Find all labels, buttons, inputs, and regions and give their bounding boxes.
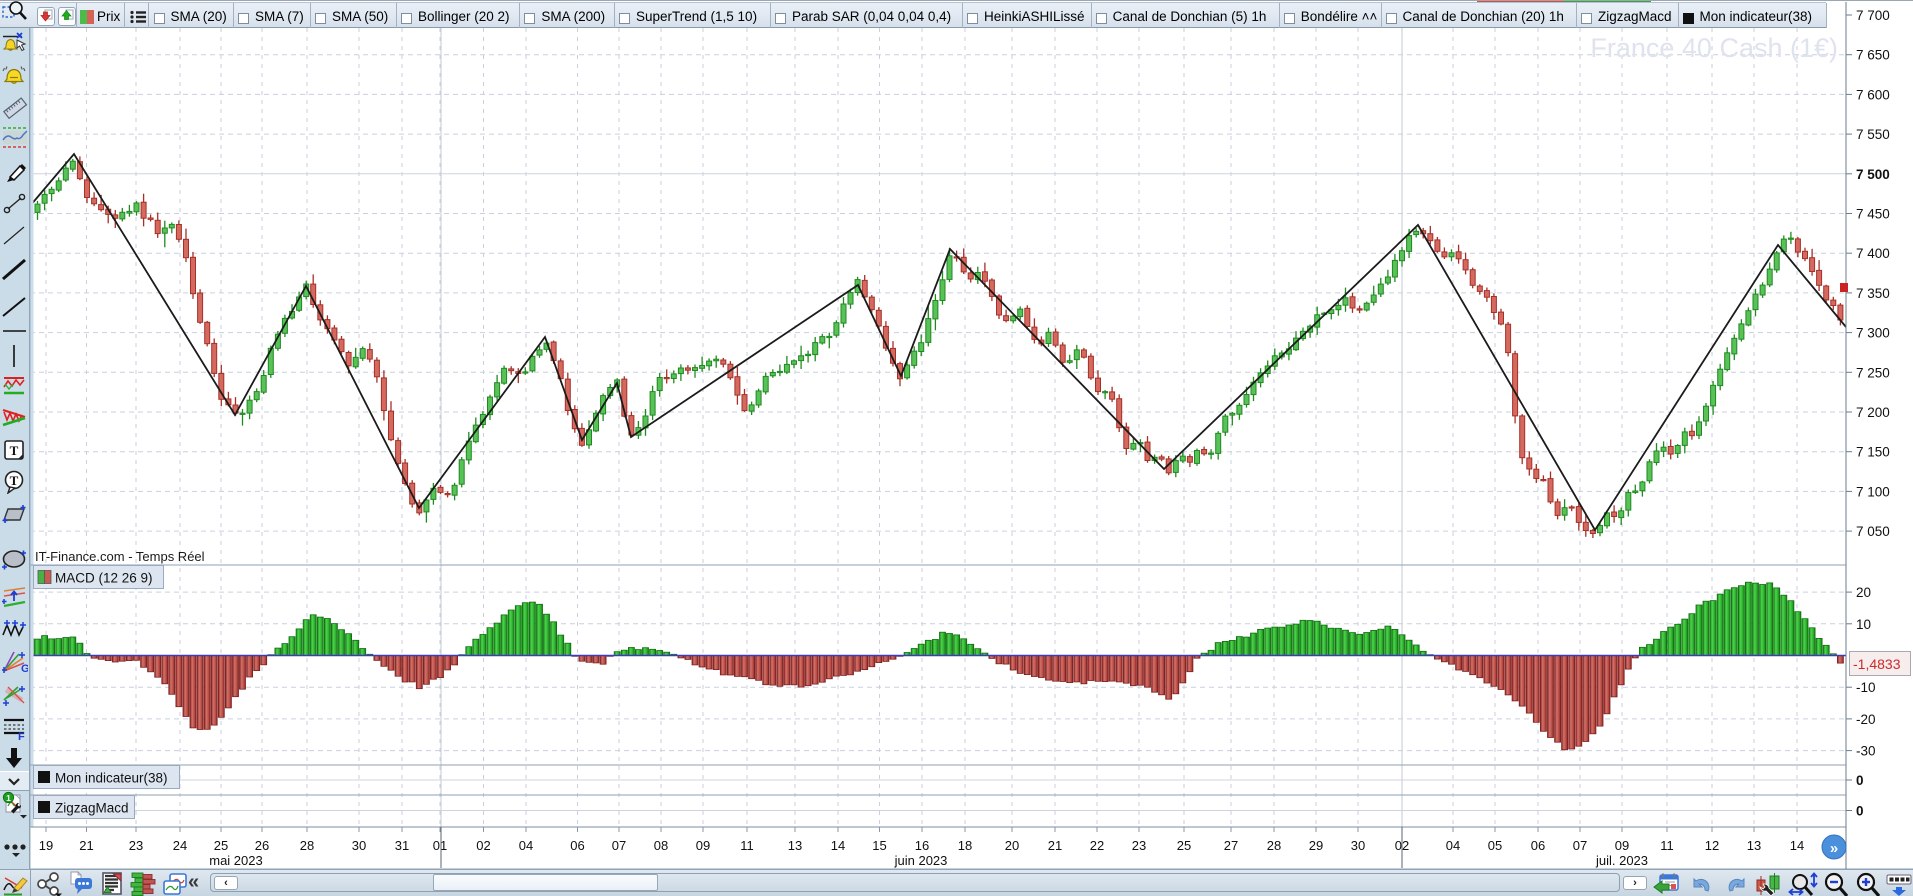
svg-text:7 250: 7 250: [1856, 365, 1890, 380]
svg-text:28: 28: [300, 838, 314, 853]
svg-text:7 350: 7 350: [1856, 286, 1890, 301]
svg-text:7 650: 7 650: [1856, 48, 1890, 63]
svg-text:14: 14: [1790, 838, 1804, 853]
svg-text:0: 0: [1856, 804, 1864, 819]
svg-text:06: 06: [570, 838, 584, 853]
svg-text:MACD (12 26 9): MACD (12 26 9): [55, 571, 153, 586]
svg-text:21: 21: [1048, 838, 1062, 853]
svg-text:F: F: [18, 731, 25, 740]
svg-text:7 400: 7 400: [1856, 246, 1890, 261]
svg-text:21: 21: [79, 838, 93, 853]
svg-text:7 150: 7 150: [1856, 445, 1890, 460]
svg-text:05: 05: [1488, 838, 1502, 853]
svg-text:23: 23: [1132, 838, 1146, 853]
svg-text:T: T: [10, 473, 19, 488]
svg-text:-10: -10: [1856, 680, 1876, 695]
svg-text:30: 30: [352, 838, 366, 853]
svg-text:19: 19: [39, 838, 53, 853]
svg-text:04: 04: [519, 838, 533, 853]
svg-text:07: 07: [612, 838, 626, 853]
svg-text:07: 07: [1573, 838, 1587, 853]
svg-text:7 700: 7 700: [1856, 8, 1890, 23]
svg-text:02: 02: [476, 838, 490, 853]
svg-text:-1,4833: -1,4833: [1853, 656, 1901, 672]
svg-text:France 40 Cash (1€): France 40 Cash (1€): [1590, 33, 1838, 63]
svg-text:30: 30: [1351, 838, 1365, 853]
svg-text:08: 08: [654, 838, 668, 853]
svg-text:22: 22: [1090, 838, 1104, 853]
svg-text:7 200: 7 200: [1856, 405, 1890, 420]
svg-text:7 100: 7 100: [1856, 484, 1890, 499]
svg-text:26: 26: [255, 838, 269, 853]
svg-text:Mon indicateur(38): Mon indicateur(38): [55, 771, 168, 786]
svg-text:G: G: [21, 663, 28, 674]
svg-text:7 550: 7 550: [1856, 127, 1890, 142]
svg-text:01: 01: [433, 838, 447, 853]
svg-text:20: 20: [1856, 585, 1871, 600]
svg-text:11: 11: [1660, 838, 1674, 853]
svg-text:09: 09: [696, 838, 710, 853]
svg-text:31: 31: [395, 838, 409, 853]
svg-text:15: 15: [872, 838, 886, 853]
svg-text:27: 27: [1224, 838, 1238, 853]
svg-text:06: 06: [1531, 838, 1545, 853]
svg-text:-20: -20: [1856, 712, 1876, 727]
svg-text:7 500: 7 500: [1856, 167, 1890, 182]
svg-text:T: T: [10, 443, 19, 458]
svg-text:7 050: 7 050: [1856, 524, 1890, 539]
svg-text:10: 10: [1856, 617, 1871, 632]
svg-text:0: 0: [1856, 773, 1864, 788]
svg-text:09: 09: [1615, 838, 1629, 853]
svg-text:juil. 2023: juil. 2023: [1595, 853, 1648, 868]
svg-text:7 600: 7 600: [1856, 87, 1890, 102]
svg-text:25: 25: [214, 838, 228, 853]
svg-text:14: 14: [831, 838, 845, 853]
svg-text:24: 24: [173, 838, 187, 853]
svg-text:28: 28: [1267, 838, 1281, 853]
svg-text:13: 13: [788, 838, 802, 853]
svg-text:18: 18: [958, 838, 972, 853]
svg-text:IT-Finance.com - Temps Réel: IT-Finance.com - Temps Réel: [35, 549, 205, 564]
svg-text:juin 2023: juin 2023: [894, 853, 948, 868]
svg-text:mai 2023: mai 2023: [209, 853, 262, 868]
svg-text:29: 29: [1309, 838, 1323, 853]
svg-text:7 300: 7 300: [1856, 326, 1890, 341]
svg-text:»: »: [1830, 840, 1838, 857]
svg-text:16: 16: [915, 838, 929, 853]
svg-text:04: 04: [1446, 838, 1460, 853]
svg-text:12: 12: [1705, 838, 1719, 853]
svg-text:25: 25: [1177, 838, 1191, 853]
svg-text:23: 23: [129, 838, 143, 853]
svg-text:13: 13: [1747, 838, 1761, 853]
svg-text:7 450: 7 450: [1856, 207, 1890, 222]
svg-text:20: 20: [1005, 838, 1019, 853]
svg-text:1: 1: [6, 793, 11, 803]
svg-text:-30: -30: [1856, 744, 1876, 759]
svg-text:ZigzagMacd: ZigzagMacd: [55, 801, 129, 816]
svg-text:11: 11: [740, 838, 754, 853]
